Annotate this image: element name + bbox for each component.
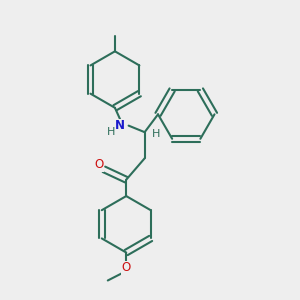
Text: O: O	[122, 262, 131, 275]
Text: O: O	[94, 158, 103, 171]
Text: H: H	[152, 129, 160, 139]
Text: H: H	[107, 127, 116, 137]
Text: N: N	[115, 119, 125, 132]
